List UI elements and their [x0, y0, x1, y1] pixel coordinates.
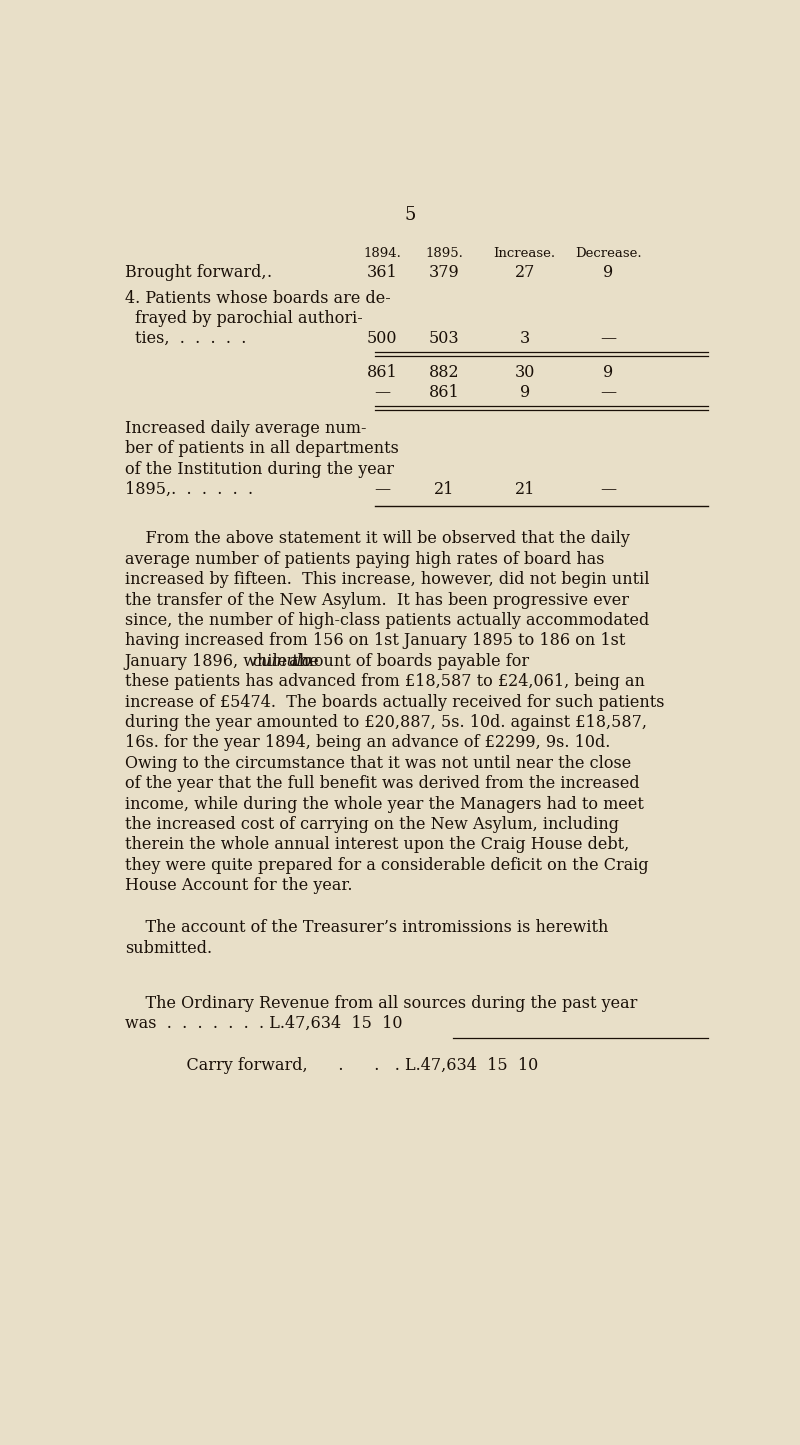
Text: 1895,.  .  .  .  .  .: 1895,. . . . . .	[125, 481, 253, 499]
Text: therein the whole annual interest upon the Craig House debt,: therein the whole annual interest upon t…	[125, 837, 629, 854]
Text: 503: 503	[429, 329, 459, 347]
Text: Decrease.: Decrease.	[575, 247, 642, 260]
Text: The account of the Treasurer’s intromissions is herewith: The account of the Treasurer’s intromiss…	[125, 919, 608, 936]
Text: 9: 9	[603, 264, 614, 282]
Text: average number of patients paying high rates of board has: average number of patients paying high r…	[125, 551, 604, 568]
Text: 861: 861	[429, 384, 459, 402]
Text: Owing to the circumstance that it was not until near the close: Owing to the circumstance that it was no…	[125, 754, 631, 772]
Text: Increased daily average num-: Increased daily average num-	[125, 420, 366, 436]
Text: 9: 9	[603, 364, 614, 380]
Text: of the year that the full benefit was derived from the increased: of the year that the full benefit was de…	[125, 775, 639, 792]
Text: since, the number of high-class patients actually accommodated: since, the number of high-class patients…	[125, 611, 649, 629]
Text: income, while during the whole year the Managers had to meet: income, while during the whole year the …	[125, 796, 644, 812]
Text: 1895.: 1895.	[425, 247, 463, 260]
Text: 27: 27	[514, 264, 535, 282]
Text: during the year amounted to £20,887, 5s. 10d. against £18,587,: during the year amounted to £20,887, 5s.…	[125, 714, 646, 731]
Text: of the Institution during the year: of the Institution during the year	[125, 461, 394, 478]
Text: 1894.: 1894.	[363, 247, 401, 260]
Text: 5: 5	[404, 205, 416, 224]
Text: 361: 361	[366, 264, 398, 282]
Text: —: —	[374, 481, 390, 499]
Text: .: .	[266, 264, 272, 282]
Text: frayed by parochial authori-: frayed by parochial authori-	[135, 311, 362, 328]
Text: 3: 3	[519, 329, 530, 347]
Text: Increase.: Increase.	[494, 247, 556, 260]
Text: 9: 9	[519, 384, 530, 402]
Text: cumulo: cumulo	[252, 653, 311, 669]
Text: From the above statement it will be observed that the daily: From the above statement it will be obse…	[125, 530, 630, 548]
Text: submitted.: submitted.	[125, 939, 212, 957]
Text: 4. Patients whose boards are de-: 4. Patients whose boards are de-	[125, 290, 390, 308]
Text: amount of boards payable for: amount of boards payable for	[284, 653, 529, 669]
Text: January 1896, while the: January 1896, while the	[125, 653, 325, 669]
Text: 21: 21	[434, 481, 454, 499]
Text: the increased cost of carrying on the New Asylum, including: the increased cost of carrying on the Ne…	[125, 816, 619, 832]
Text: they were quite prepared for a considerable deficit on the Craig: they were quite prepared for a considera…	[125, 857, 649, 874]
Text: ber of patients in all departments: ber of patients in all departments	[125, 441, 398, 457]
Text: increased by fifteen.  This increase, however, did not begin until: increased by fifteen. This increase, how…	[125, 571, 650, 588]
Text: these patients has advanced from £18,587 to £24,061, being an: these patients has advanced from £18,587…	[125, 673, 645, 691]
Text: —: —	[600, 384, 617, 402]
Text: The Ordinary Revenue from all sources during the past year: The Ordinary Revenue from all sources du…	[125, 994, 637, 1012]
Text: having increased from 156 on 1st January 1895 to 186 on 1st: having increased from 156 on 1st January…	[125, 633, 625, 649]
Text: —: —	[600, 329, 617, 347]
Text: ties,  .  .  .  .  .: ties, . . . . .	[135, 329, 246, 347]
Text: 882: 882	[429, 364, 459, 380]
Text: 379: 379	[429, 264, 459, 282]
Text: 16s. for the year 1894, being an advance of £2299, 9s. 10d.: 16s. for the year 1894, being an advance…	[125, 734, 610, 751]
Text: was  .  .  .  .  .  .  . L.47,634  15  10: was . . . . . . . L.47,634 15 10	[125, 1014, 402, 1032]
Text: House Account for the year.: House Account for the year.	[125, 877, 352, 894]
Text: —: —	[374, 384, 390, 402]
Text: the transfer of the New Asylum.  It has been progressive ever: the transfer of the New Asylum. It has b…	[125, 591, 629, 608]
Text: 861: 861	[366, 364, 398, 380]
Text: —: —	[600, 481, 617, 499]
Text: increase of £5474.  The boards actually received for such patients: increase of £5474. The boards actually r…	[125, 694, 664, 711]
Text: 21: 21	[514, 481, 535, 499]
Text: Carry forward,      .      .   . L.47,634  15  10: Carry forward, . . . L.47,634 15 10	[125, 1058, 538, 1075]
Text: 30: 30	[514, 364, 535, 380]
Text: 500: 500	[367, 329, 398, 347]
Text: Brought forward,: Brought forward,	[125, 264, 266, 282]
